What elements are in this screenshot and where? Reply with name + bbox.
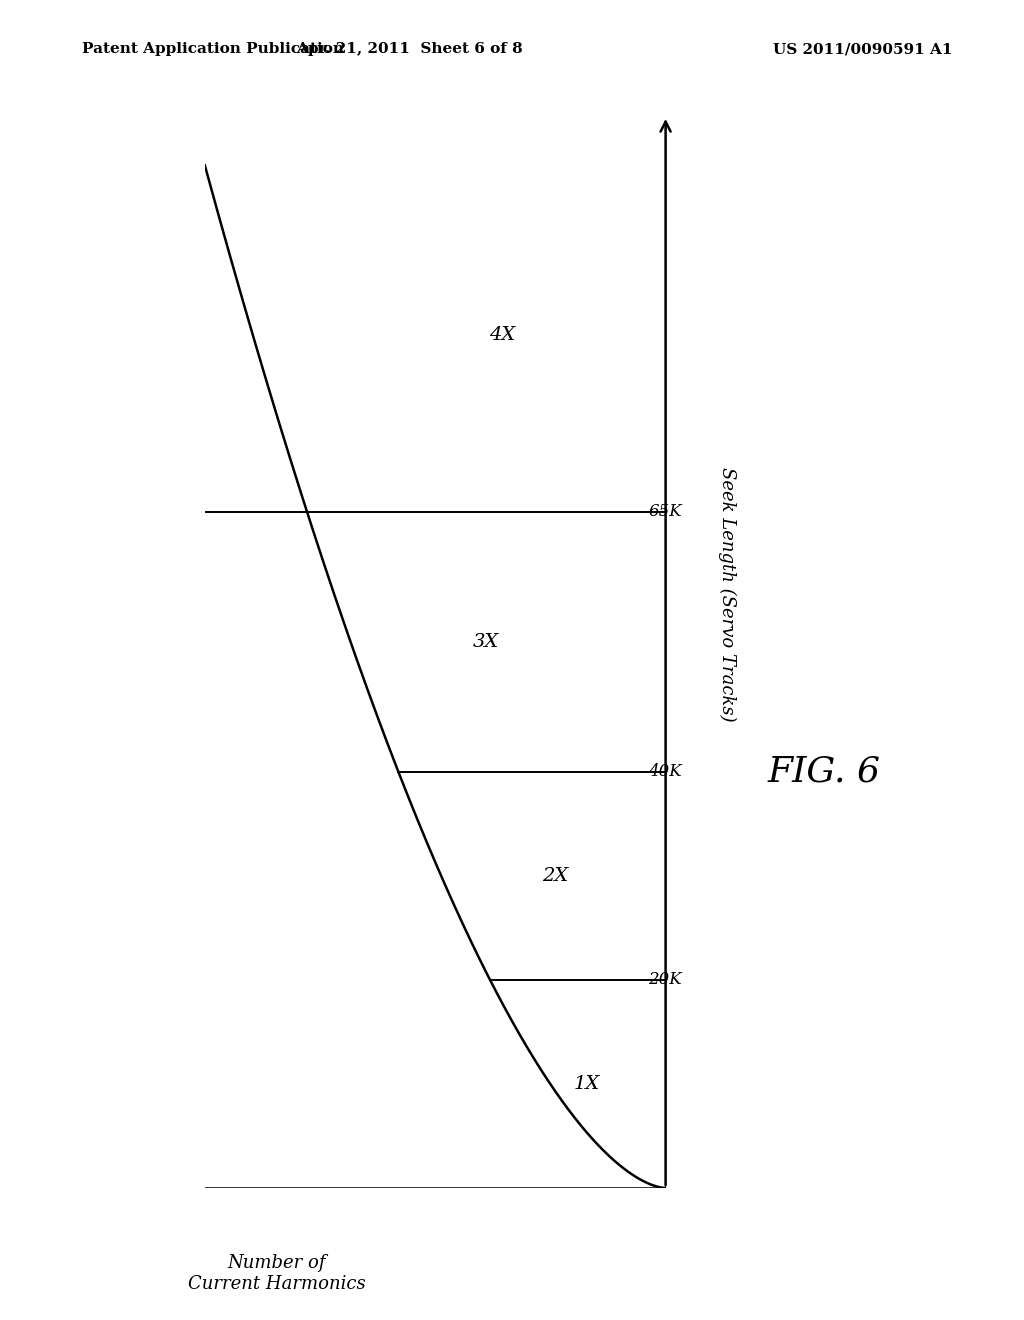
- Text: Number of
Current Harmonics: Number of Current Harmonics: [187, 1254, 366, 1292]
- Text: 1X: 1X: [573, 1074, 600, 1093]
- Text: FIG. 6: FIG. 6: [768, 755, 881, 788]
- Text: 65K: 65K: [648, 503, 682, 520]
- Text: 4X: 4X: [489, 326, 516, 343]
- Text: Seek Length (Servo Tracks): Seek Length (Servo Tracks): [718, 467, 736, 721]
- Text: 20K: 20K: [648, 972, 682, 989]
- Text: Patent Application Publication: Patent Application Publication: [82, 42, 344, 57]
- Text: Apr. 21, 2011  Sheet 6 of 8: Apr. 21, 2011 Sheet 6 of 8: [296, 42, 523, 57]
- Text: US 2011/0090591 A1: US 2011/0090591 A1: [773, 42, 952, 57]
- Text: 40K: 40K: [648, 763, 682, 780]
- Text: 3X: 3X: [473, 632, 499, 651]
- Text: 2X: 2X: [542, 867, 568, 884]
